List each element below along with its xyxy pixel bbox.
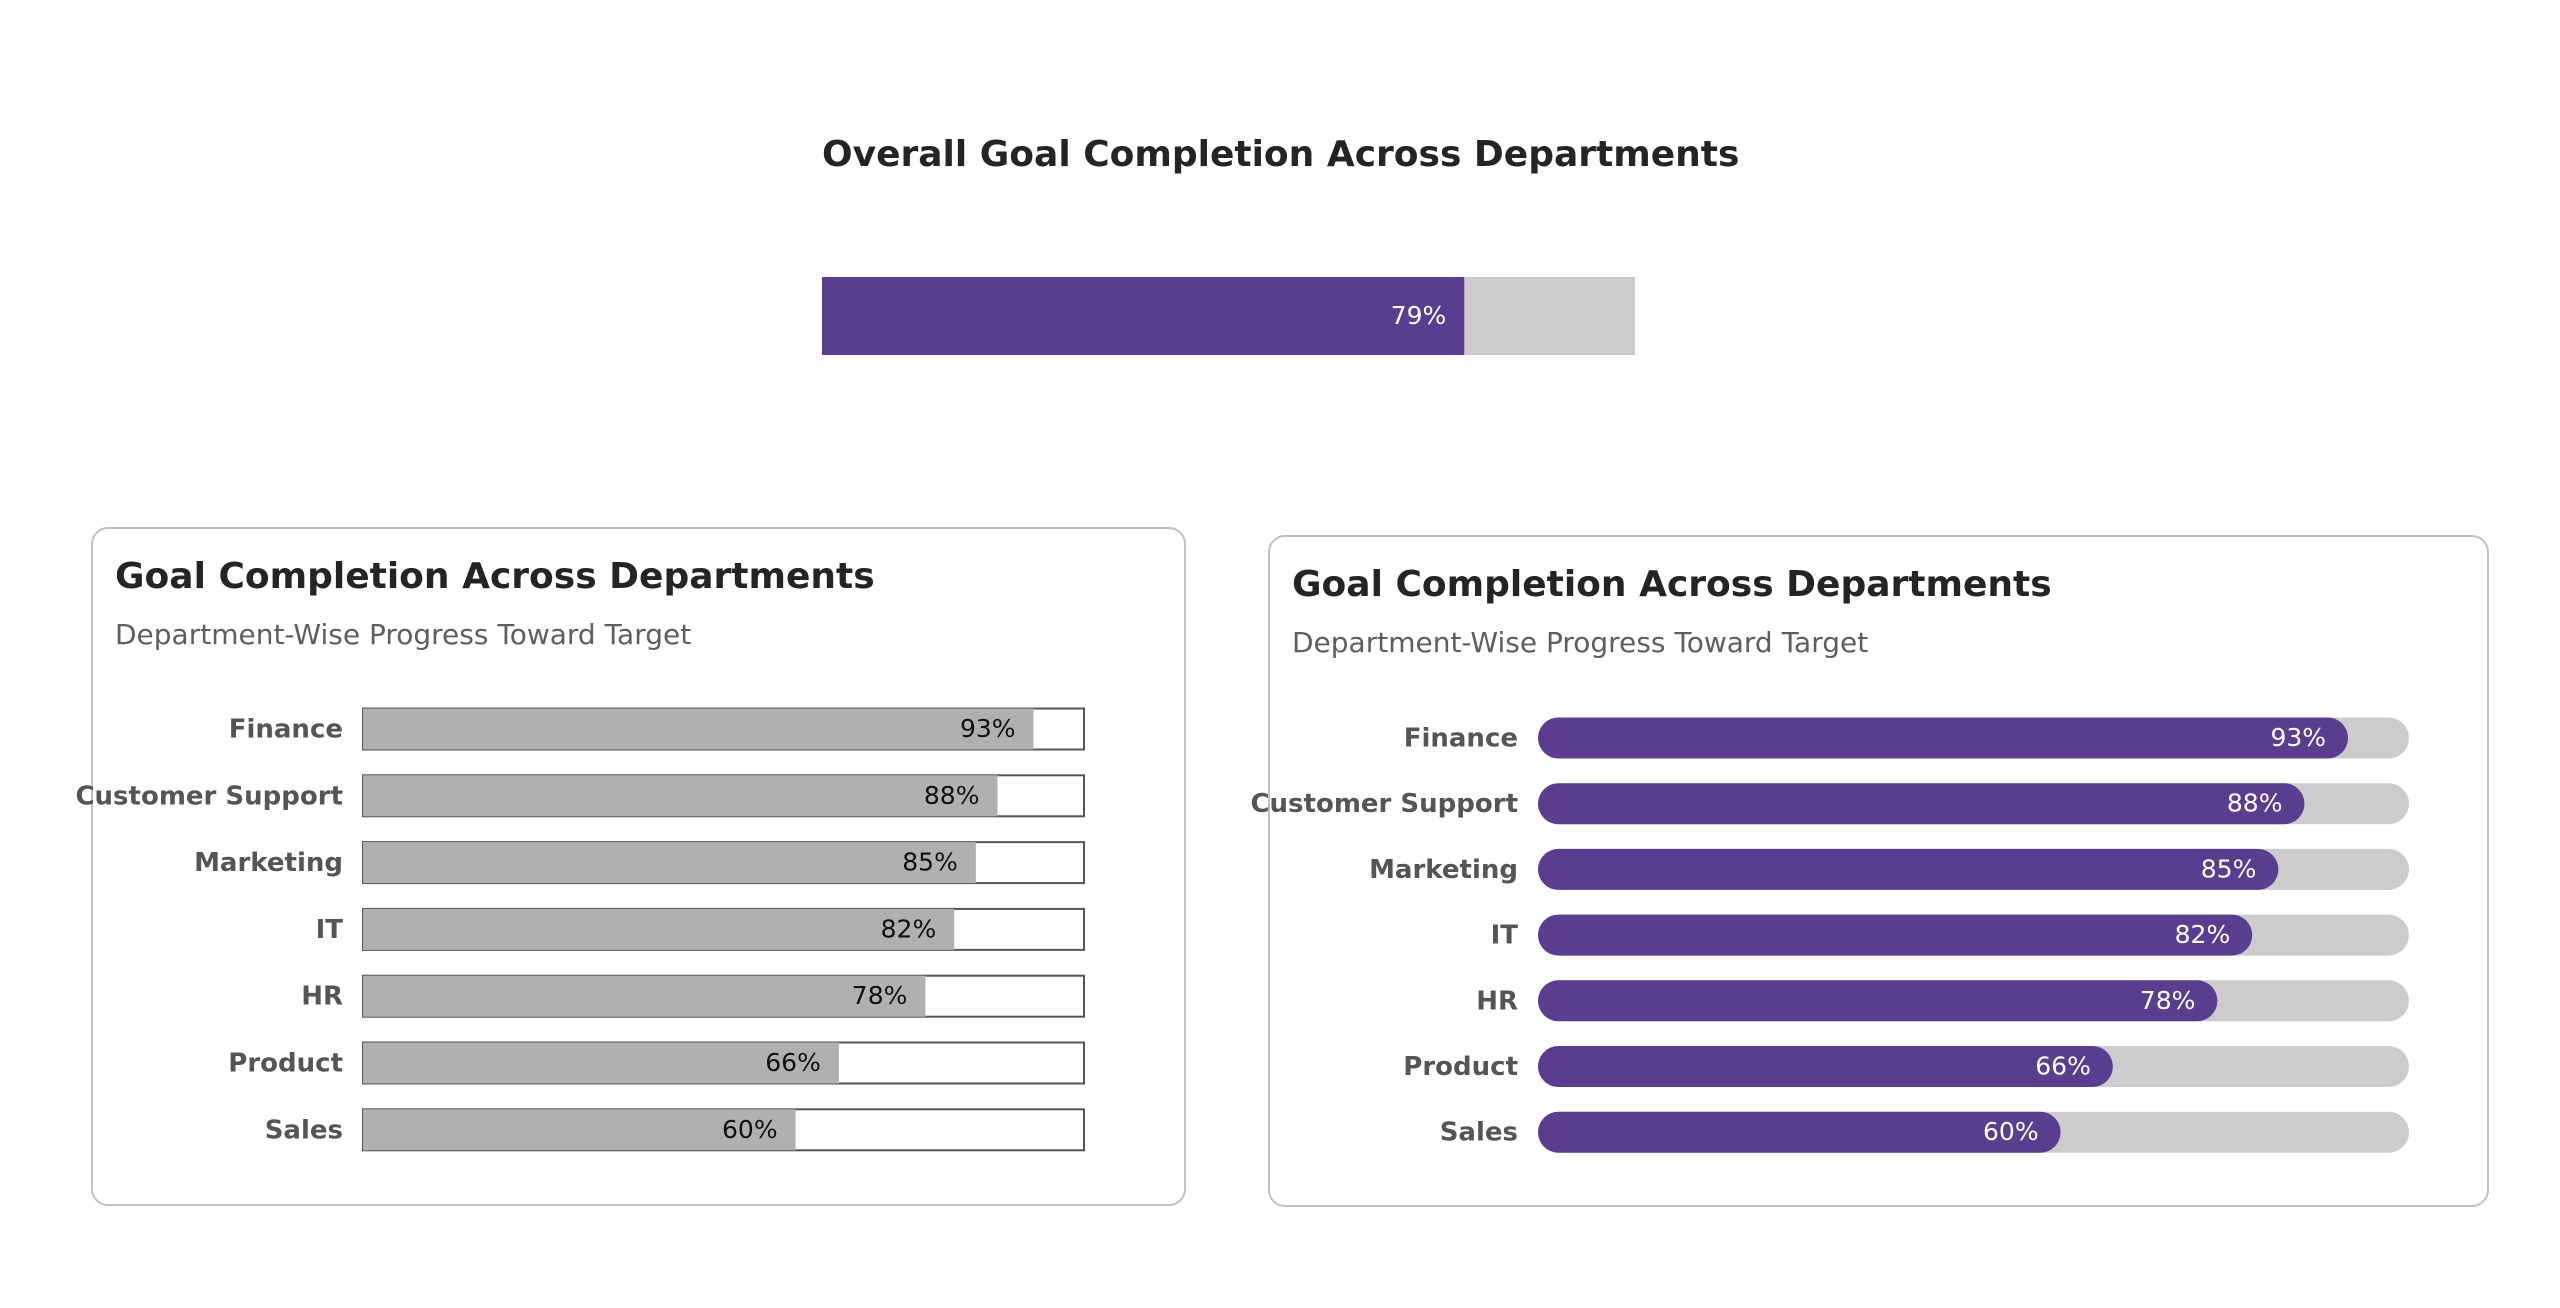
value-label: 85% (2201, 854, 2257, 883)
category-label: HR (301, 982, 343, 1012)
value-label: 66% (765, 1048, 821, 1077)
bar (1538, 914, 2253, 956)
value-label: 88% (924, 781, 980, 810)
chart-subtitle: Department-Wise Progress Toward Target (115, 618, 691, 651)
bar (1538, 717, 2349, 759)
chart-title: Goal Completion Across Departments (115, 556, 875, 597)
category-label: Finance (229, 715, 343, 745)
category-label: Customer Support (75, 781, 343, 811)
bar (822, 277, 1465, 355)
bar (1538, 1046, 2113, 1087)
value-label: 78% (852, 981, 908, 1010)
category-label: Product (228, 1049, 343, 1079)
bar (363, 975, 926, 1017)
value-label: 78% (2140, 986, 2196, 1015)
value-label: 85% (902, 848, 958, 877)
bar (363, 708, 1034, 750)
value-label: 82% (881, 914, 937, 943)
chart-subtitle: Department-Wise Progress Toward Target (1292, 626, 1868, 659)
category-label: Marketing (194, 848, 343, 878)
bar (363, 908, 955, 950)
value-label: 82% (2175, 920, 2231, 949)
bar (1538, 1111, 2061, 1153)
value-label: 66% (2035, 1052, 2091, 1081)
category-label: Finance (1404, 724, 1518, 754)
bar (1538, 783, 2305, 825)
value-label: 93% (960, 714, 1016, 743)
category-label: HR (1476, 986, 1518, 1016)
category-label: IT (316, 915, 344, 945)
value-label: 79% (1391, 301, 1447, 330)
value-label: 88% (2227, 789, 2283, 818)
bar (1538, 848, 2279, 890)
category-label: Sales (1440, 1118, 1518, 1148)
category-label: Marketing (1369, 855, 1518, 885)
category-label: Product (1403, 1052, 1518, 1082)
bar (363, 1109, 796, 1151)
value-label: 93% (2270, 723, 2326, 752)
bar (1538, 980, 2218, 1022)
chart-title: Goal Completion Across Departments (1292, 564, 2052, 605)
category-label: Customer Support (1250, 789, 1518, 819)
category-label: IT (1491, 921, 1519, 951)
value-label: 60% (722, 1115, 778, 1144)
bar (363, 842, 976, 884)
bar (363, 775, 998, 817)
bar (363, 1042, 839, 1084)
category-label: Sales (265, 1115, 343, 1145)
value-label: 60% (1983, 1117, 2039, 1146)
chart-title: Overall Goal Completion Across Departmen… (822, 134, 1739, 175)
